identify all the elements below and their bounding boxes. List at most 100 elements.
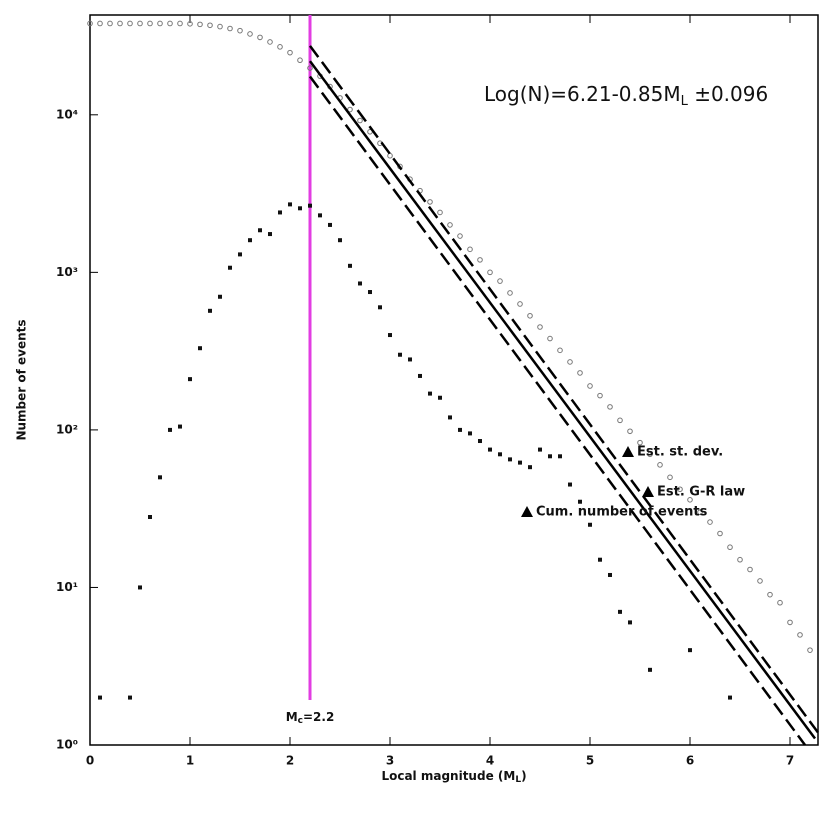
event-count-point [478,439,482,444]
cumulative-point [167,20,173,27]
cumulative-point [137,20,143,27]
x-tick-label: 6 [686,754,694,768]
cumulative-point [717,530,723,537]
event-count-point [298,206,302,211]
event-count-point [348,263,352,268]
cumulative-point [277,44,283,50]
cumulative-point [637,439,643,446]
cumulative-point [607,404,613,410]
legend-label: Cum. number of events [536,505,708,520]
event-count-point [418,373,422,378]
event-count-point [318,213,322,218]
event-count-point [598,557,602,562]
event-count-point [188,377,192,382]
event-count-point [198,346,202,351]
cumulative-point [297,57,303,64]
cumulative-point [657,462,663,468]
gr-law-line [308,60,817,740]
plot-frame [89,14,819,746]
equation-main: Log(N)=6.21-0.85M [484,82,681,106]
cumulative-point [737,556,743,563]
event-count-point [398,352,402,357]
legend-label: Est. st. dev. [637,445,723,460]
cumulative-point [767,591,773,598]
event-count-point [578,499,582,504]
cumulative-point [587,383,593,389]
event-count-point [128,695,132,700]
event-count-point [498,452,502,457]
cumulative-point [557,347,563,354]
equation-end: ±0.096 [688,82,768,106]
event-count-point [368,290,372,295]
event-count-point [178,424,182,429]
cumulative-point [207,22,213,29]
cumulative-point [187,21,193,27]
event-count-point [228,265,232,270]
cumulative-point [527,312,533,319]
cumulative-point [237,27,243,34]
y-axis-label: Number of events [15,319,29,440]
y-tick-label: 10⁴ [56,107,78,121]
cumulative-point [627,428,633,435]
x-tick-label: 0 [86,754,94,768]
cumulative-point [127,20,133,27]
event-count-point [588,522,592,527]
cumulative-point [217,23,223,30]
event-count-point [168,427,172,432]
x-axis-label: Local magnitude (ML) [381,769,526,785]
legend-marker [521,506,533,517]
cumulative-point [177,20,183,27]
cumulative-point [427,199,433,205]
cumulative-point [807,647,813,653]
event-count-point [98,695,102,700]
cumulative-point [117,20,123,27]
event-count-point [488,447,492,452]
cumulative-point [617,417,623,424]
event-count-point [518,460,522,465]
x-tick-label: 4 [486,754,494,768]
event-count-point [438,395,442,400]
event-count-point [468,431,472,436]
cumulative-point [547,335,553,342]
cumulative-point [87,20,93,27]
event-count-point [268,232,272,237]
event-count-point [258,228,262,233]
cumulative-point [467,246,473,253]
cumulative-point [97,20,103,27]
cumulative-point [537,324,543,330]
cumulative-point [227,25,233,32]
event-count-point [238,252,242,257]
mc-label: Mc=2.2 [286,710,335,726]
event-count-point [458,427,462,432]
event-count-point [628,620,632,625]
cumulative-point [257,34,263,41]
event-count-point [308,203,312,208]
legend-marker [622,446,634,457]
cumulative-point [797,632,803,638]
event-count-point [248,238,252,243]
cumulative-point [287,49,293,56]
x-tick-label: 3 [386,754,394,768]
equation: Log(N)=6.21-0.85ML ±0.096 [484,82,768,109]
cumulative-point [197,21,203,28]
legend-marker [642,486,654,497]
cumulative-point [747,566,753,573]
cumulative-point [647,451,653,458]
mc-label-end: =2.2 [303,710,334,724]
cumulative-point [457,233,463,239]
event-count-point [358,281,362,286]
event-count-point [688,648,692,653]
cumulative-point [387,152,393,159]
cumulative-point [497,278,503,284]
cumulative-point [597,392,603,399]
event-count-point [208,308,212,313]
cumulative-point [757,578,763,584]
x-tick-label: 5 [586,754,594,768]
event-count-point [558,454,562,459]
cumulative-point [247,31,253,37]
cumulative-point [577,370,583,376]
y-tick-label: 10² [56,422,78,436]
event-count-point [538,447,542,452]
x-tick-label: 1 [186,754,194,768]
x-label-sub: L [515,775,521,785]
